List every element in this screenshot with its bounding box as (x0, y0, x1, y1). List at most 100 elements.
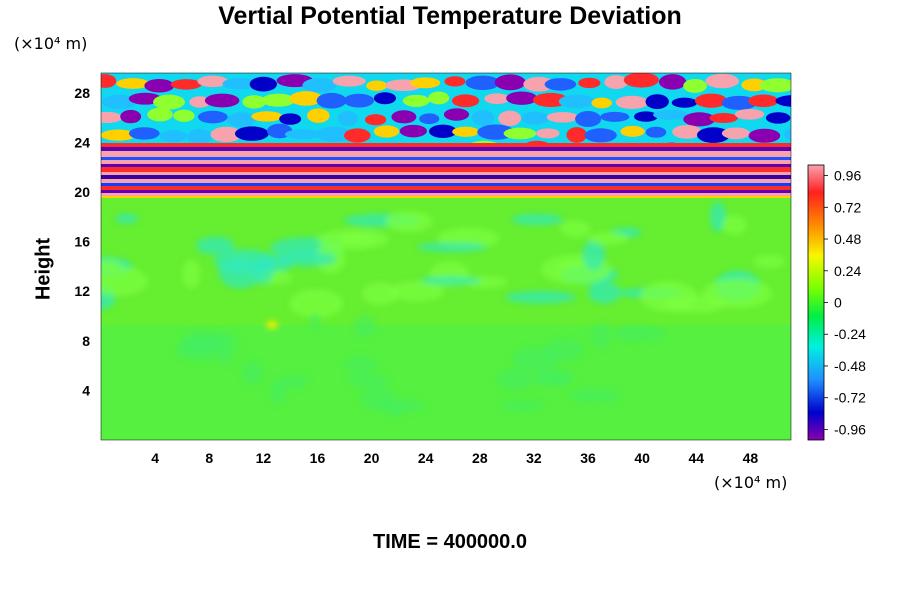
x-tick-label: 16 (310, 450, 326, 466)
x-axis-unit: (×10⁴ m) (714, 473, 788, 492)
warm-spot (266, 321, 278, 329)
wave-cell (506, 91, 538, 105)
wave-cell (734, 108, 765, 120)
wave-cell (170, 79, 202, 90)
colorbar-tick-label: -0.96 (834, 421, 866, 437)
x-axis-ticks: 4 8 12 16 20 24 28 32 36 40 44 48 (151, 450, 758, 466)
tropopause-band (101, 186, 791, 190)
wave-cell (748, 128, 781, 143)
plume (346, 373, 390, 388)
wave-cell (523, 76, 555, 92)
wave-cell (302, 78, 337, 93)
wave-cell (189, 96, 211, 108)
wave-cell (373, 92, 397, 105)
wave-cell (748, 94, 779, 108)
x-tick-label: 20 (364, 450, 380, 466)
wave-cell (316, 92, 347, 109)
wave-cell (316, 126, 352, 143)
wave-cell (498, 110, 522, 126)
wave-cell (558, 94, 595, 109)
wave-cell (242, 95, 267, 109)
wave-cell (187, 128, 212, 145)
colorbar-tick-label: 0.72 (834, 199, 861, 215)
plume (115, 213, 138, 224)
y-tick-label: 28 (74, 85, 90, 101)
y-tick-label: 8 (82, 333, 90, 349)
wave-cell (494, 74, 526, 91)
heatmap-field (101, 73, 791, 440)
time-label: TIME = 400000.0 (373, 531, 527, 553)
x-tick-label: 32 (526, 450, 542, 466)
plume (722, 214, 747, 235)
wave-cell (204, 93, 240, 108)
wave-cell (634, 111, 658, 122)
wave-cell (222, 78, 258, 90)
wave-cell (683, 112, 716, 127)
plume (196, 236, 235, 255)
x-tick-label: 24 (418, 450, 434, 466)
plume (587, 232, 629, 245)
wave-cell (575, 111, 602, 128)
wave-cell (116, 78, 150, 89)
y-tick-label: 24 (74, 134, 90, 150)
plume (344, 356, 377, 374)
wave-cell (566, 127, 588, 143)
wave-cell (784, 128, 791, 140)
plume (640, 281, 698, 313)
wave-cell (428, 91, 450, 105)
wave-cell (623, 73, 659, 88)
wave-cell (101, 74, 117, 88)
wave-cell (645, 94, 669, 110)
plume (505, 290, 576, 304)
wave-cell (658, 74, 687, 90)
tropopause-band (101, 175, 791, 179)
plume (219, 345, 233, 366)
wave-cell (128, 127, 160, 140)
y-tick-label: 16 (74, 234, 90, 250)
tropopause-band (101, 193, 791, 196)
colorbar-tick-label: 0.24 (834, 263, 861, 279)
colorbar-tick-label: -0.72 (834, 390, 866, 406)
x-tick-label: 40 (634, 450, 650, 466)
plume (385, 210, 433, 233)
wave-cell (443, 108, 470, 121)
wave-cell (765, 112, 791, 124)
wave-cell (591, 97, 613, 109)
wave-cell (144, 78, 175, 93)
wave-cell (696, 127, 731, 143)
wave-cell (451, 94, 480, 108)
colorbar-tick-label: -0.24 (834, 326, 866, 342)
tropopause-band (101, 179, 791, 183)
plume (361, 282, 399, 306)
plume (360, 386, 396, 411)
wave-cell (419, 113, 440, 125)
plume (354, 314, 376, 337)
x-tick-label: 8 (205, 450, 213, 466)
wave-cell (337, 111, 358, 127)
x-tick-label: 48 (743, 450, 759, 466)
wave-cell (249, 76, 277, 92)
wave-cell (672, 125, 702, 139)
wave-cell (709, 113, 738, 124)
wave-cell (159, 130, 187, 143)
x-tick-label: 44 (689, 450, 705, 466)
tropopause-band (101, 164, 791, 167)
chart-title: Vertial Potential Temperature Deviation (218, 2, 682, 30)
wave-cell (671, 97, 698, 108)
wave-cell (484, 93, 510, 105)
tropopause-band (101, 143, 791, 147)
y-tick-label: 12 (74, 283, 90, 299)
turbulent-plumes (101, 201, 786, 417)
wave-cell (279, 113, 302, 125)
plume (308, 313, 322, 328)
wave-cell (227, 112, 256, 128)
wave-cell (402, 94, 430, 107)
y-axis-ticks: 4 8 12 16 20 24 28 (74, 85, 90, 399)
plume (496, 369, 534, 391)
wave-cell (410, 77, 441, 89)
wave-cell (705, 73, 739, 89)
wave-cell (444, 76, 466, 87)
plume (590, 323, 612, 349)
wave-cell (364, 114, 387, 126)
wave-cell (604, 75, 628, 89)
